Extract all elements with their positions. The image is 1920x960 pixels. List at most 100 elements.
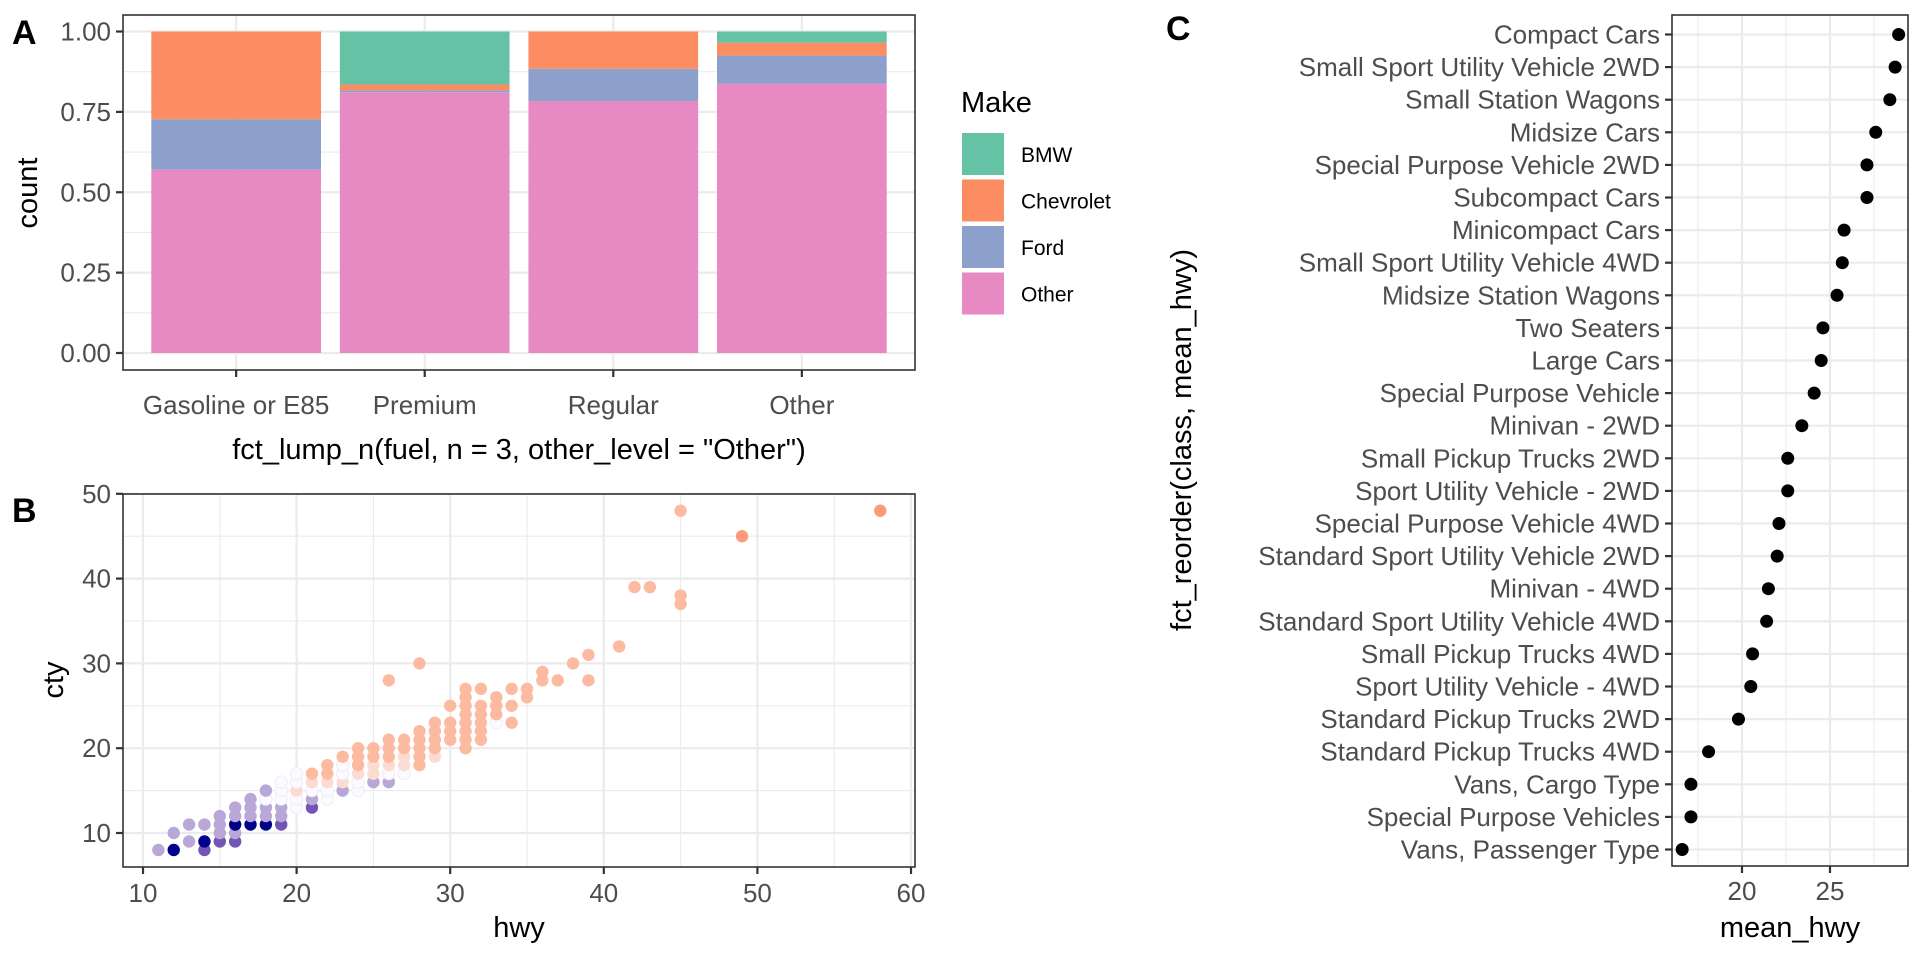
point: [305, 801, 319, 814]
y-tick-label: Standard Pickup Trucks 2WD: [1320, 704, 1660, 734]
y-tick-label: 10: [82, 818, 111, 848]
dot-small-sport-utility-vehicle-2wd: [1888, 60, 1902, 74]
point: [336, 784, 349, 797]
legend-label-bmw: BMW: [1021, 144, 1073, 167]
point: [351, 750, 365, 763]
y-tick-label: 50: [82, 479, 111, 509]
x-tick-label: Gasoline or E85: [143, 390, 329, 420]
point: [351, 758, 365, 772]
point: [582, 674, 595, 687]
point: [628, 580, 641, 594]
y-tick-label: Large Cars: [1531, 346, 1660, 376]
legend-label-ford: Ford: [1021, 237, 1064, 260]
point: [459, 733, 472, 746]
point: [674, 589, 687, 602]
bar-other-other: [717, 83, 887, 353]
point: [444, 725, 457, 738]
point: [444, 733, 457, 746]
y-tick-label: Small Sport Utility Vehicle 2WD: [1299, 52, 1660, 82]
dot-small-station-wagons: [1883, 93, 1897, 107]
point: [397, 733, 411, 746]
y-tick-label: Vans, Cargo Type: [1454, 769, 1660, 799]
x-tick-label: 10: [129, 878, 158, 908]
point: [428, 750, 442, 763]
dot-minivan-2wd: [1795, 419, 1809, 433]
point: [182, 835, 196, 848]
point: [213, 818, 226, 831]
point: [367, 750, 380, 763]
y-tick-label: Small Pickup Trucks 4WD: [1361, 639, 1660, 669]
bar-gasoline-or-e85-other: [151, 169, 321, 353]
point: [228, 809, 242, 823]
point: [643, 580, 657, 594]
y-tick-label: Standard Sport Utility Vehicle 4WD: [1258, 606, 1660, 636]
bar-regular-ford: [528, 68, 699, 101]
point: [167, 826, 180, 840]
panel-a-bars: [151, 31, 887, 354]
point: [351, 742, 365, 755]
point: [444, 699, 457, 712]
point: [428, 742, 442, 755]
point: [382, 758, 395, 772]
legend-key-chevrolet: [962, 179, 1004, 222]
point: [397, 758, 411, 772]
point: [397, 750, 411, 763]
point: [413, 750, 426, 763]
y-tick-label: Special Purpose Vehicle 4WD: [1315, 509, 1660, 539]
point: [413, 657, 426, 670]
point: [351, 767, 365, 780]
x-tick-label: 50: [743, 878, 772, 908]
dot-two-seaters: [1816, 321, 1830, 335]
y-tick-label: Small Pickup Trucks 2WD: [1361, 443, 1660, 473]
point: [321, 767, 334, 780]
bar-other-ford: [717, 55, 887, 84]
point: [459, 682, 472, 696]
point: [367, 758, 380, 772]
dot-subcompact-cars: [1860, 191, 1874, 204]
y-tick-label: Two Seaters: [1515, 313, 1660, 343]
x-tick-label: 60: [897, 878, 926, 908]
x-tick-label: Premium: [373, 390, 477, 420]
point: [244, 809, 257, 823]
point: [459, 691, 472, 704]
panel-a-xlabel: fct_lump_n(fuel, n = 3, other_level = "O…: [232, 434, 806, 466]
point: [474, 699, 488, 712]
point: [459, 716, 472, 729]
y-tick-label: Minicompact Cars: [1452, 215, 1660, 245]
point: [490, 699, 503, 712]
dot-standard-sport-utility-vehicle-2wd: [1770, 549, 1784, 563]
point: [490, 691, 503, 704]
point: [228, 835, 242, 848]
panel-c-xlabel: mean_hwy: [1720, 912, 1861, 944]
panel-a-bar-chart: 0.00 0.25 0.50 0.75 1.00 Gasoline or E85 Premi…: [12, 14, 1111, 466]
y-tick-label: Compact Cars: [1494, 20, 1660, 50]
panel-c-frame: [1671, 14, 1909, 867]
panel-tag-c: C: [1166, 10, 1191, 48]
legend-title: Make: [961, 87, 1032, 119]
dot-sport-utility-vehicle-2wd: [1781, 484, 1795, 498]
y-tick-label: Special Purpose Vehicle: [1380, 378, 1660, 408]
y-tick-label: Special Purpose Vehicles: [1367, 802, 1660, 832]
dot-special-purpose-vehicle-4wd: [1772, 517, 1786, 530]
bar-premium-chevrolet: [339, 84, 510, 91]
y-tick-label: Special Purpose Vehicle 2WD: [1315, 150, 1660, 180]
y-tick-label: Vans, Passenger Type: [1401, 835, 1660, 865]
point: [874, 504, 887, 517]
bar-gasoline-or-e85-ford: [151, 119, 321, 170]
dot-minivan-4wd: [1761, 582, 1775, 596]
dot-vans-cargo-type: [1684, 777, 1698, 791]
point: [459, 742, 472, 755]
bar-premium-other: [339, 92, 510, 354]
y-tick-label: Standard Sport Utility Vehicle 2WD: [1258, 541, 1660, 571]
point: [536, 674, 549, 687]
y-tick-label: 0.75: [60, 97, 111, 127]
point: [305, 775, 319, 789]
dot-sport-utility-vehicle-4wd: [1744, 680, 1758, 693]
point: [213, 809, 226, 823]
panel-b-frame: [122, 493, 916, 868]
point: [505, 699, 518, 712]
dot-vans-passenger-type: [1675, 843, 1689, 856]
point: [505, 716, 518, 729]
y-tick-label: 30: [82, 648, 111, 678]
